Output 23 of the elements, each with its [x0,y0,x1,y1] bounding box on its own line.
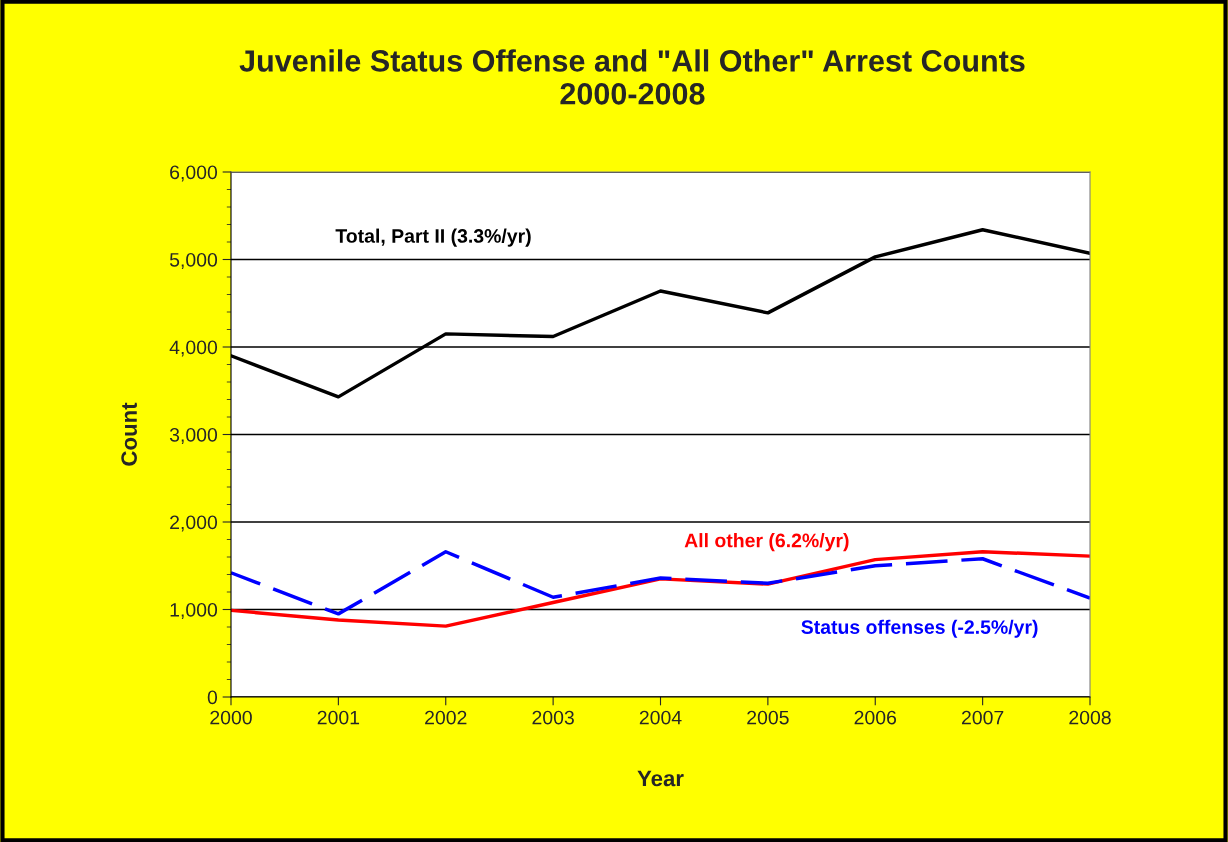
x-tick-label: 2004 [639,710,682,725]
y-tick-label: 3,000 [169,427,218,445]
x-tick-label: 2005 [747,710,789,725]
text: Total, Part II (3.3%/yr) [335,228,531,247]
y-tick-label: 5,000 [169,252,218,270]
series-label: All other (6.2%/yr) [684,533,849,552]
x-axis-title: Year [637,770,684,787]
y-tick-label: 0 [207,690,218,705]
line-series [231,550,1090,616]
x-tick-label: 2001 [317,710,360,725]
y-tick-label: 6,000 [170,165,218,182]
y-tick-label: 1,000 [170,602,218,620]
series-label: Status offenses (-2.5%/yr) [801,619,1038,638]
x-tick-label: 2006 [854,710,897,725]
x-tick-label: 2007 [961,710,1004,725]
y-axis-title: Count [121,402,137,466]
x-tick-label: 2000 [210,710,252,725]
x-tick-label: 2003 [532,710,574,725]
x-tick-label: 2002 [425,710,467,725]
x-tick-label: 2008 [1069,710,1111,725]
chart-title: Juvenile Status Offense and "All Other" Arrest Counts 2000-2008 [239,49,1025,105]
y-tick-label: 2,000 [170,515,218,532]
y-tick-label: 4,000 [169,340,218,357]
